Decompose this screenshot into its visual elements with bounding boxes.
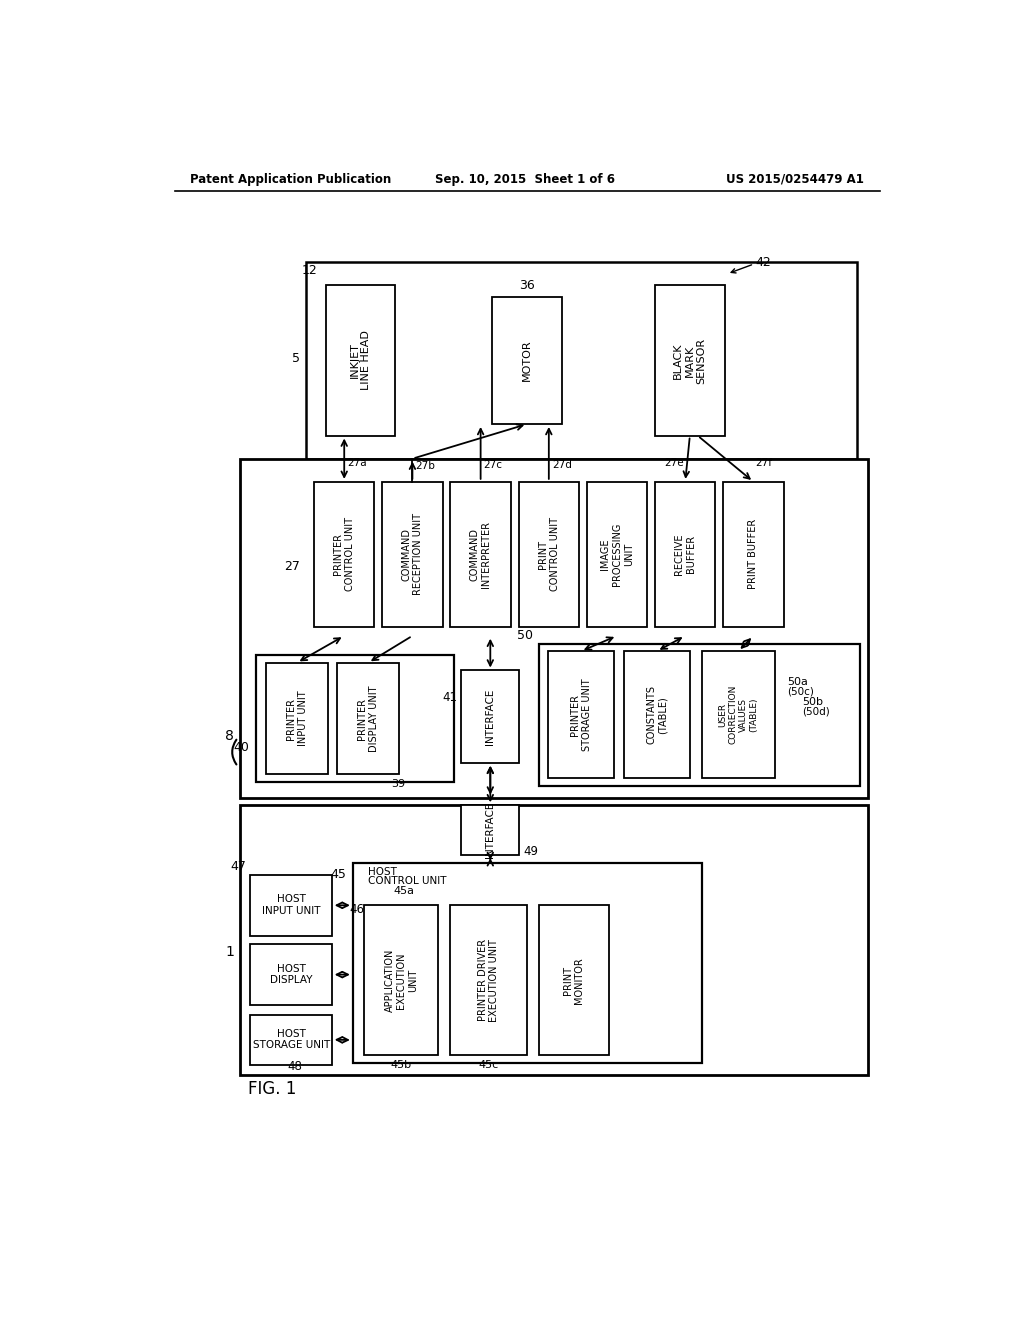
Text: US 2015/0254479 A1: US 2015/0254479 A1 [726,173,864,186]
Bar [587,482,647,627]
Text: 27: 27 [285,560,300,573]
Text: 8: 8 [225,729,234,743]
Text: PRINTER
CONTROL UNIT: PRINTER CONTROL UNIT [334,517,355,591]
Text: HOST
INPUT UNIT: HOST INPUT UNIT [262,895,321,916]
Text: HOST: HOST [369,867,397,878]
Bar [306,462,856,636]
Text: 45a: 45a [394,887,415,896]
Text: 36: 36 [519,279,536,292]
Text: HOST
STORAGE UNIT: HOST STORAGE UNIT [253,1028,330,1051]
Text: 1: 1 [225,945,234,958]
Text: IMAGE
PROCESSING
UNIT: IMAGE PROCESSING UNIT [600,523,634,586]
Bar [314,482,375,627]
Bar [352,863,701,1063]
Text: FIG. 1: FIG. 1 [248,1080,297,1097]
Bar [451,482,511,627]
Bar [539,906,608,1056]
Bar [539,644,860,785]
Text: HOST
DISPLAY: HOST DISPLAY [270,964,312,986]
Bar [461,671,519,763]
Text: 27d: 27d [552,459,571,470]
Text: 42: 42 [756,256,771,269]
Text: PRINTER
DISPLAY UNIT: PRINTER DISPLAY UNIT [357,685,379,752]
Text: 49: 49 [523,845,539,858]
Bar [655,482,716,627]
Text: CONTROL UNIT: CONTROL UNIT [369,876,446,887]
Text: 50: 50 [517,630,534,643]
Bar [256,655,454,781]
Text: INTERFACE: INTERFACE [485,803,496,858]
Text: 39: 39 [391,779,406,788]
Text: INTERFACE: INTERFACE [485,689,496,744]
Text: COMMAND
RECEPTION UNIT: COMMAND RECEPTION UNIT [401,513,423,595]
Bar [241,805,868,1074]
Text: 40: 40 [233,741,250,754]
Text: 50a: 50a [786,677,808,686]
Text: RECEIVE
BUFFER: RECEIVE BUFFER [675,533,696,576]
Bar [251,874,332,936]
Text: 5: 5 [292,352,300,366]
Bar [655,285,725,436]
Text: 48: 48 [287,1060,302,1073]
Bar [493,297,562,424]
Text: 45: 45 [331,869,346,880]
Text: 27e: 27e [664,458,684,469]
Text: PRINT
CONTROL UNIT: PRINT CONTROL UNIT [538,517,560,591]
Text: 12: 12 [302,264,317,277]
Text: APPLICATION
EXECUTION
UNIT: APPLICATION EXECUTION UNIT [385,949,418,1012]
Text: Patent Application Publication: Patent Application Publication [190,173,391,186]
Text: USER
CORRECTION
VALUES
(TABLE): USER CORRECTION VALUES (TABLE) [718,685,759,744]
Bar [701,651,775,779]
Text: INKJET
LINE HEAD: INKJET LINE HEAD [350,330,372,391]
Text: 27b: 27b [416,462,435,471]
Text: PRINT BUFFER: PRINT BUFFER [749,519,759,589]
Bar [337,663,399,775]
Text: MOTOR: MOTOR [522,339,532,381]
Text: 45b: 45b [390,1060,412,1069]
Bar [326,285,395,436]
Text: 46: 46 [349,903,364,916]
Text: 27a: 27a [347,458,367,467]
Bar [365,906,438,1056]
Bar [251,1015,332,1065]
Text: (50d): (50d) [802,706,830,717]
Text: 47: 47 [230,861,246,874]
Bar [723,482,783,627]
Bar [518,482,579,627]
Text: (50c): (50c) [786,686,814,696]
Bar [241,459,868,797]
Text: 45c: 45c [478,1060,499,1069]
Bar [266,663,328,775]
Text: 41: 41 [442,690,458,704]
Text: PRINTER DRIVER
EXECUTION UNIT: PRINTER DRIVER EXECUTION UNIT [477,939,499,1022]
Bar [306,263,856,459]
Text: 27f: 27f [755,458,772,469]
Text: PRINTER
INPUT UNIT: PRINTER INPUT UNIT [286,690,308,746]
Bar [450,906,527,1056]
Bar [548,651,614,779]
Text: BLACK
MARK
SENSOR: BLACK MARK SENSOR [673,338,707,384]
Text: COMMAND
INTERPRETER: COMMAND INTERPRETER [470,520,492,587]
Text: PRINT
MONITOR: PRINT MONITOR [563,957,585,1003]
Bar [251,944,332,1006]
Text: PRINTER
STORAGE UNIT: PRINTER STORAGE UNIT [570,678,592,751]
Text: 50b: 50b [802,697,823,708]
Text: Sep. 10, 2015  Sheet 1 of 6: Sep. 10, 2015 Sheet 1 of 6 [435,173,614,186]
Text: 27c: 27c [483,459,503,470]
Bar [461,805,519,855]
Bar [624,651,690,779]
Bar [382,482,442,627]
Text: CONSTANTS
(TABLE): CONSTANTS (TABLE) [646,685,668,744]
